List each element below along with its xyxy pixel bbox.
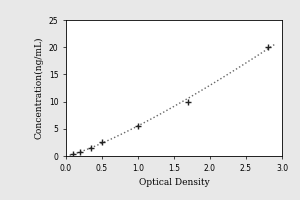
- X-axis label: Optical Density: Optical Density: [139, 178, 209, 187]
- Y-axis label: Concentration(ng/mL): Concentration(ng/mL): [34, 37, 43, 139]
